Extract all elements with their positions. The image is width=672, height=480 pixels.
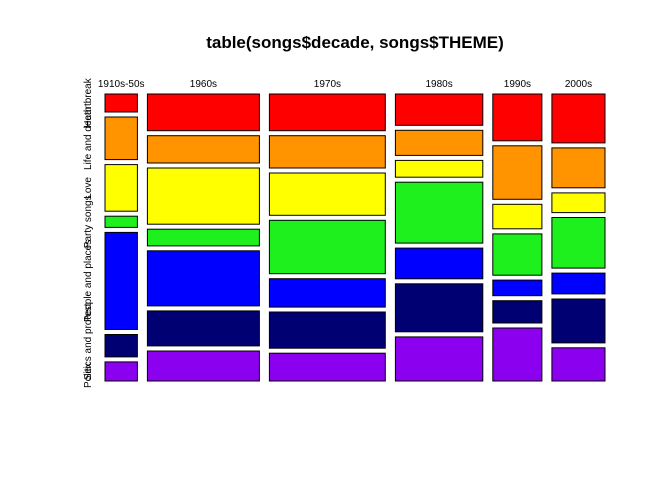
mosaic-tile — [394, 336, 484, 382]
mosaic-tile — [146, 135, 260, 164]
mosaic-tile — [268, 278, 386, 308]
mosaic-tile — [104, 164, 138, 212]
mosaic-tile — [268, 172, 386, 216]
mosaic-tile — [394, 247, 484, 280]
mosaic-tile — [146, 310, 260, 347]
mosaic-tile — [492, 279, 543, 297]
mosaic-tile — [268, 135, 386, 169]
mosaic-tile — [268, 311, 386, 349]
mosaic-tile — [104, 361, 138, 382]
mosaic-tile — [394, 129, 484, 156]
mosaic-tile — [492, 93, 543, 142]
column-label: 1960s — [190, 79, 217, 90]
mosaic-tile — [551, 347, 606, 382]
mosaic-tile — [268, 219, 386, 275]
mosaic-tiles — [104, 93, 606, 382]
row-label: Sex — [83, 363, 94, 380]
mosaic-tile — [146, 228, 260, 247]
mosaic-tile — [146, 93, 260, 132]
mosaic-tile — [492, 203, 543, 230]
mosaic-tile — [104, 334, 138, 358]
column-label: 1990s — [504, 79, 531, 90]
mosaic-tile — [268, 352, 386, 382]
row-label: Love — [83, 177, 94, 199]
mosaic-tile — [104, 215, 138, 228]
row-label: Heartbreak — [83, 77, 94, 127]
column-label: 1910s-50s — [98, 79, 145, 90]
mosaic-tile — [492, 327, 543, 382]
mosaic-tile — [492, 300, 543, 324]
row-label: People and places — [83, 240, 94, 322]
mosaic-tile — [492, 233, 543, 276]
chart-title: table(songs$decade, songs$THEME) — [206, 33, 504, 52]
mosaic-tile — [551, 147, 606, 189]
mosaic-tile — [551, 298, 606, 344]
row-label: Politics and protest — [83, 303, 94, 388]
mosaic-tile — [104, 231, 138, 330]
mosaic-tile — [492, 145, 543, 200]
mosaic-tile — [104, 93, 138, 113]
column-label: 2000s — [565, 79, 592, 90]
mosaic-tile — [146, 167, 260, 225]
mosaic-tile — [146, 250, 260, 307]
mosaic-tile — [268, 93, 386, 132]
mosaic-tile — [394, 93, 484, 126]
mosaic-tile — [394, 159, 484, 178]
row-label: Party songs — [83, 195, 94, 248]
column-label: 1980s — [425, 79, 452, 90]
mosaic-tile — [394, 283, 484, 333]
mosaic-tile — [146, 350, 260, 382]
mosaic-tile — [394, 181, 484, 244]
mosaic-tile — [551, 192, 606, 214]
mosaic-tile — [551, 217, 606, 269]
column-labels: 1910s-50s 1960s 1970s 1980s 1990s 2000s — [98, 79, 592, 90]
mosaic-tile — [551, 272, 606, 295]
column-label: 1970s — [314, 79, 341, 90]
mosaic-tile — [551, 93, 606, 144]
mosaic-tile — [104, 116, 138, 161]
row-label: Life and death — [83, 107, 94, 170]
